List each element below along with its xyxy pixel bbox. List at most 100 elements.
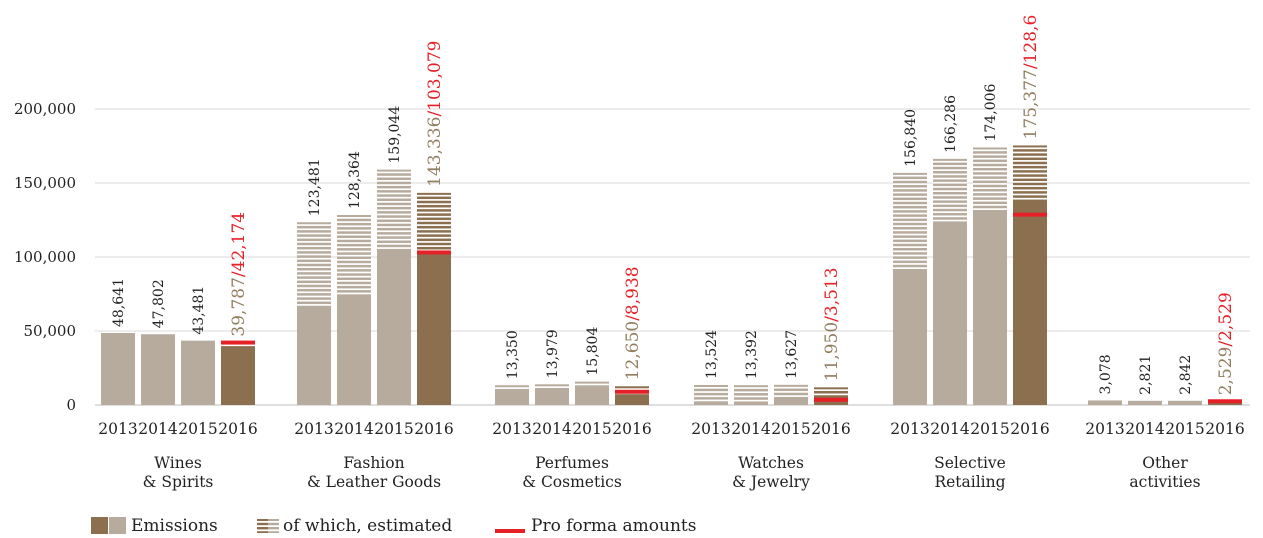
estimated-hatch xyxy=(495,387,529,389)
hatch-stripe xyxy=(417,245,451,247)
hatch-stripe xyxy=(893,187,927,190)
bar xyxy=(1168,400,1202,405)
hatch-stripe xyxy=(933,186,967,188)
hatch-stripe xyxy=(297,287,331,289)
hatch-stripe xyxy=(774,386,808,389)
hatch-stripe xyxy=(377,192,411,195)
hatch-stripe xyxy=(973,208,1007,210)
hatch-stripe xyxy=(297,232,331,235)
hatch-stripe xyxy=(1013,181,1047,183)
hatch-stripe xyxy=(774,395,808,397)
y-tick-label: 200,000 xyxy=(14,100,76,118)
year-label: 2016 xyxy=(1205,420,1244,438)
hatch-stripe xyxy=(535,386,569,389)
y-tick-label: 100,000 xyxy=(14,248,76,266)
hatch-stripe xyxy=(337,292,371,295)
year-label: 2014 xyxy=(731,420,771,438)
hatch-stripe xyxy=(973,195,1007,198)
value-label: 156,840 xyxy=(903,109,919,167)
estimated-hatch xyxy=(417,194,451,252)
value-label: 174,006 xyxy=(983,83,999,141)
hatch-stripe xyxy=(377,188,411,191)
group-label: Watches xyxy=(738,454,804,472)
hatch-stripe xyxy=(337,242,371,244)
hatch-stripe xyxy=(933,207,967,209)
hatch-stripe xyxy=(933,202,967,205)
hatch-stripe xyxy=(337,280,371,282)
legend-label-proforma: Pro forma amounts xyxy=(531,516,696,536)
hatch-stripe xyxy=(377,184,411,186)
legend-swatch-emissions-2016 xyxy=(91,517,108,534)
value-label: 128,364 xyxy=(347,151,363,209)
bar-group: 2013 156,840 2014 166,286 2015 174,006 2016 175… xyxy=(890,15,1049,491)
group-label: & Leather Goods xyxy=(307,473,441,491)
estimated-hatch xyxy=(893,174,927,269)
hatch-stripe xyxy=(417,220,451,222)
hatch-stripe xyxy=(337,254,371,257)
hatch-stripe xyxy=(337,217,371,219)
hatch-stripe xyxy=(893,237,927,240)
hatch-stripe xyxy=(933,177,967,180)
value-label: 13,350 xyxy=(505,330,521,379)
year-label: 2014 xyxy=(532,420,572,438)
year-label: 2016 xyxy=(218,420,257,438)
hatch-stripe xyxy=(337,275,371,278)
hatch-stripe xyxy=(337,263,371,265)
value-label-2016-main: 175,377 xyxy=(1021,69,1041,139)
hatch-stripe xyxy=(297,228,331,231)
legend-swatch-emissions-prior xyxy=(109,517,126,534)
bar xyxy=(221,346,255,405)
estimated-hatch xyxy=(337,217,371,295)
group-label: Fashion xyxy=(343,454,404,472)
year-label: 2016 xyxy=(811,420,850,438)
year-label: 2016 xyxy=(414,420,453,438)
value-label-2016-main: 2,529 xyxy=(1216,347,1236,396)
hatch-stripe xyxy=(297,257,331,260)
hatch-stripe xyxy=(417,194,451,197)
bar xyxy=(495,385,529,405)
bar xyxy=(417,192,451,405)
bar xyxy=(101,333,135,405)
value-label-2016-proforma: /128,6 xyxy=(1021,15,1041,69)
hatch-stripe xyxy=(893,191,927,194)
hatch-stripe xyxy=(973,187,1007,189)
hatch-stripe xyxy=(1013,172,1047,175)
hatch-stripe xyxy=(297,270,331,273)
hatch-stripe xyxy=(377,222,411,224)
group-label: & Cosmetics xyxy=(522,473,622,491)
hatch-stripe xyxy=(337,225,371,228)
hatch-stripe xyxy=(1013,160,1047,162)
value-label-2016: 175,377/128,6 xyxy=(1021,15,1041,140)
hatch-stripe xyxy=(377,238,411,241)
bar-groups: 2013 48,641 2014 47,802 2015 43,481 2016 39,787… xyxy=(98,15,1244,491)
estimated-hatch xyxy=(973,149,1007,210)
legend-label-estimated: of which, estimated xyxy=(283,516,452,536)
hatch-stripe xyxy=(297,245,331,247)
hatch-stripe xyxy=(933,160,967,163)
estimated-hatch xyxy=(694,386,728,402)
group-label: activities xyxy=(1129,473,1200,491)
hatch-stripe xyxy=(734,387,768,389)
hatch-stripe xyxy=(893,221,927,223)
hatch-stripe xyxy=(694,391,728,393)
bar xyxy=(893,172,927,405)
hatch-stripe xyxy=(377,209,411,212)
hatch-stripe xyxy=(377,201,411,203)
hatch-stripe xyxy=(377,243,411,245)
hatch-stripe xyxy=(615,388,649,390)
hatch-stripe xyxy=(337,233,371,236)
hatch-stripe xyxy=(297,304,331,306)
estimated-hatch xyxy=(297,224,331,306)
hatch-stripe xyxy=(337,229,371,232)
hatch-stripe xyxy=(377,234,411,237)
hatch-stripe xyxy=(973,174,1007,177)
group-label: & Jewelry xyxy=(732,473,810,491)
hatch-stripe xyxy=(973,166,1007,168)
year-label: 2013 xyxy=(294,420,333,438)
hatch-stripe xyxy=(337,238,371,240)
value-label: 2,821 xyxy=(1138,355,1154,395)
hatch-stripe xyxy=(377,196,411,199)
hatch-stripe xyxy=(417,207,451,210)
estimated-hatch xyxy=(377,171,411,249)
value-label: 3,078 xyxy=(1098,354,1114,394)
